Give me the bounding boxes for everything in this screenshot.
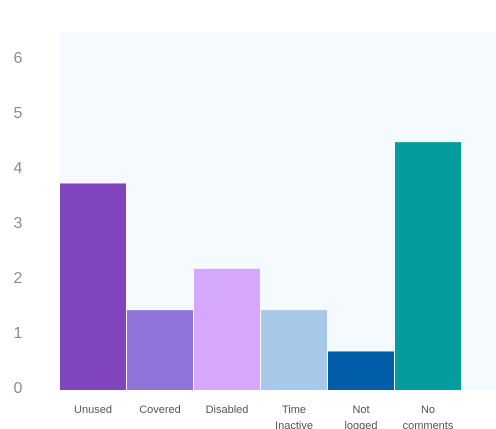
y-tick-label: 4 [14,160,23,177]
bar [395,142,461,390]
x-tick-label: Unused [74,404,112,416]
x-tick-label: Not logged [344,404,377,429]
x-tick-label: Disabled [206,404,249,416]
y-tick-label: 2 [14,270,23,287]
x-tick-label: Time Inactive [275,404,313,429]
x-tick-label: No comments [403,404,454,429]
bars [60,142,461,390]
y-tick-label: 1 [14,325,23,342]
y-tick-label: 5 [14,105,23,122]
y-tick-label: 6 [14,50,23,67]
bar [194,268,260,390]
x-tick-label: Covered [139,404,181,416]
y-axis-ticks: 0 1 2 3 4 5 6 [14,50,23,397]
bar [127,310,193,390]
y-tick-label: 0 [14,380,23,397]
x-axis-ticks: Unused Covered Disabled Time Inactive Not logg… [74,404,454,429]
bar [328,351,394,390]
y-tick-label: 3 [14,215,23,232]
bar [261,310,327,390]
bar [60,183,126,390]
